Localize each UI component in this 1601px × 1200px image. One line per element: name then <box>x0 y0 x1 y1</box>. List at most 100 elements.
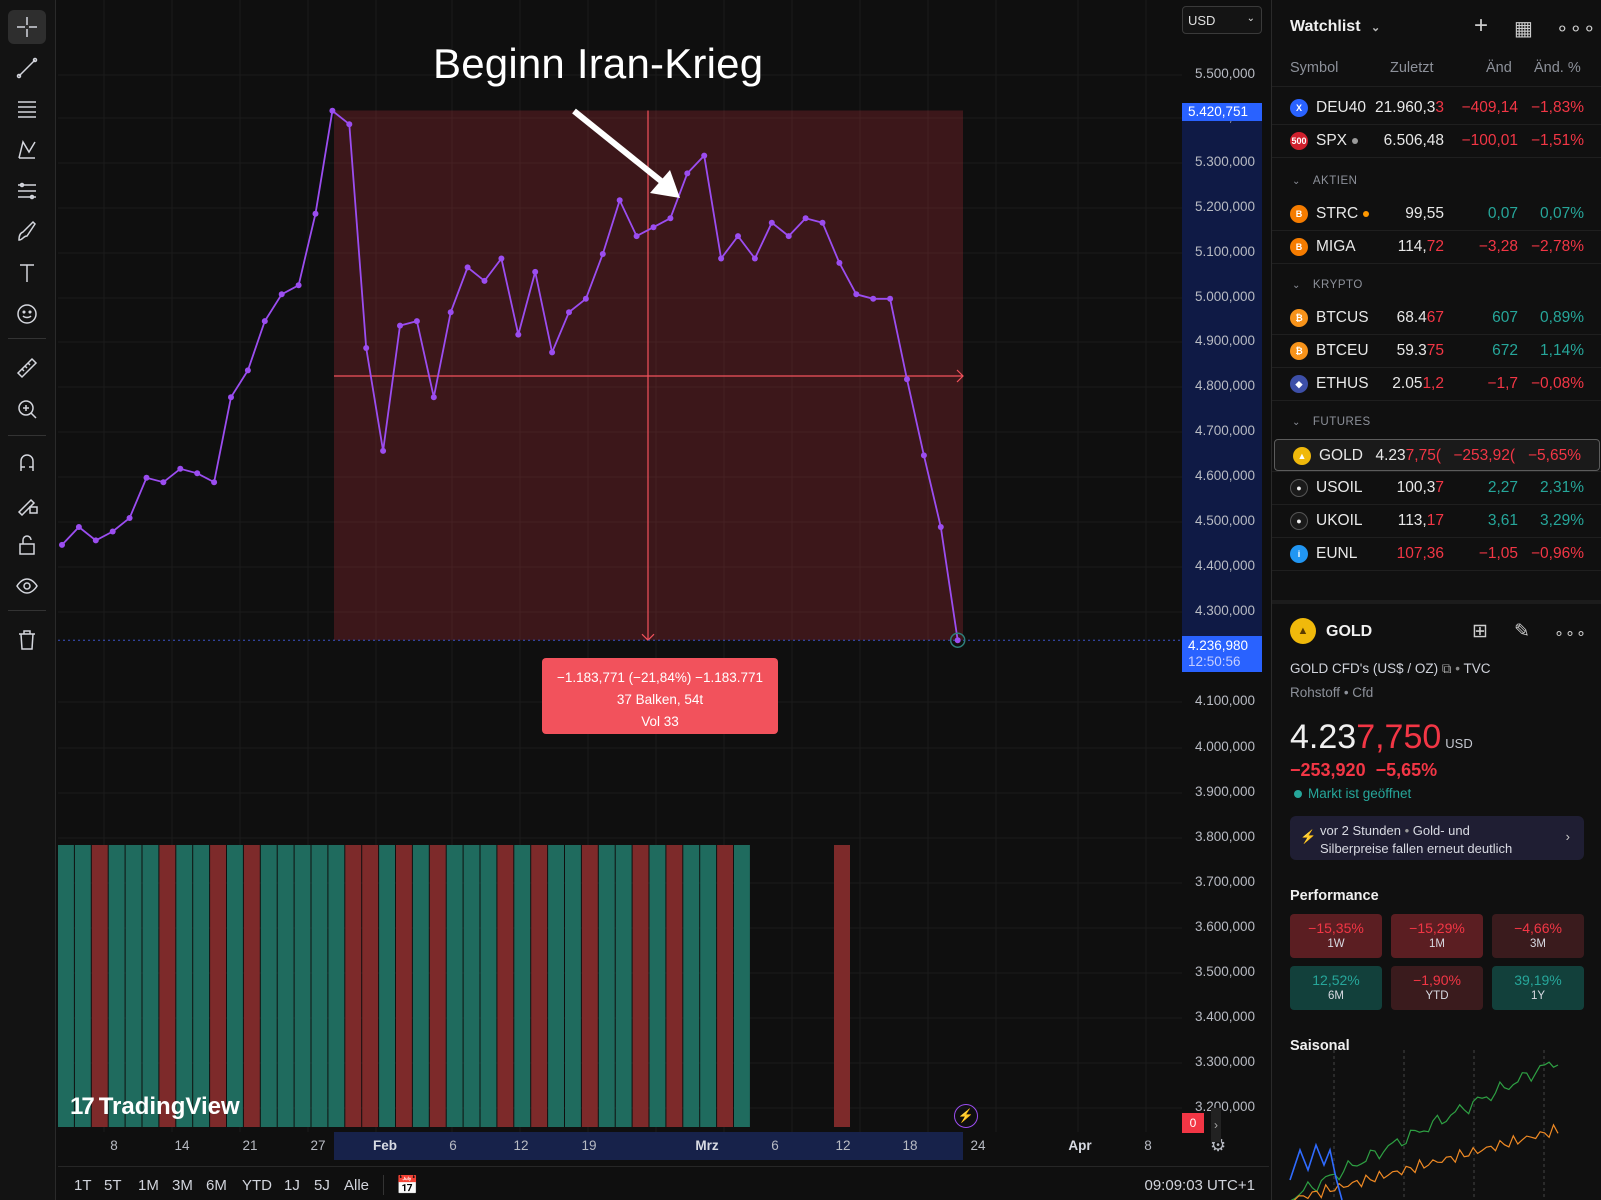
chevron-down-icon: ⌄ <box>1370 22 1381 34</box>
volume-bar <box>632 845 649 1127</box>
seasonal-chart[interactable] <box>1272 1050 1601 1200</box>
range-button[interactable]: Alle <box>344 1177 370 1194</box>
calendar-icon[interactable]: 📅 <box>396 1175 419 1195</box>
row-change-pct: 1,14% <box>1540 342 1584 359</box>
watchlist-row[interactable]: ₿ BTCEU 59.375 672 1,14% <box>1272 335 1601 367</box>
last-price-marker[interactable] <box>949 632 966 648</box>
performance-value: −4,66% <box>1514 920 1562 936</box>
tradingview-logo[interactable]: 17 TradingView <box>70 1093 240 1121</box>
column-change[interactable]: Änd <box>1486 60 1512 76</box>
crosshair-icon[interactable] <box>8 10 46 44</box>
chart-area[interactable]: Beginn Iran-Krieg 5.500,0005.400,0005.30… <box>58 0 1269 1200</box>
clock[interactable]: 09:09:03 UTC+1 <box>1144 1177 1256 1194</box>
range-button[interactable]: 5T <box>104 1177 122 1194</box>
range-button[interactable]: YTD <box>242 1177 272 1194</box>
watchlist-row[interactable]: ● UKOIL 113,17 3,61 3,29% <box>1272 505 1601 537</box>
range-button[interactable]: 5J <box>314 1177 330 1194</box>
grid-icon[interactable]: ⊞ <box>1472 621 1488 642</box>
news-item[interactable]: ⚡ vor 2 Stunden • Gold- und Silberpreise… <box>1290 816 1584 860</box>
brush-icon[interactable] <box>8 215 46 249</box>
horizontal-lines-icon[interactable] <box>8 92 46 126</box>
more-icon[interactable]: ∘∘∘ <box>1556 18 1597 40</box>
countdown: 12:50:56 <box>1188 654 1241 669</box>
lock-icon[interactable] <box>8 528 46 562</box>
price-point <box>59 541 65 548</box>
row-symbol: MIGA <box>1316 238 1356 255</box>
column-symbol[interactable]: Symbol <box>1290 60 1339 76</box>
trend-line-icon[interactable] <box>8 51 46 85</box>
section-header[interactable]: ⌄ FUTURES <box>1292 416 1371 428</box>
emoji-icon[interactable] <box>8 297 46 331</box>
price-axis[interactable]: 5.500,0005.400,0005.300,0005.200,0005.10… <box>1182 0 1269 1160</box>
change-pct: −5,65% <box>1375 760 1438 780</box>
more-icon[interactable]: ∘∘∘ <box>1554 625 1588 642</box>
time-label: 19 <box>581 1138 597 1153</box>
time-label: 18 <box>902 1138 918 1153</box>
performance-cell[interactable]: 39,19% 1Y <box>1492 966 1584 1010</box>
collapse-panel-button[interactable]: › <box>1211 1108 1221 1142</box>
zoom-icon[interactable] <box>8 392 46 426</box>
performance-cell[interactable]: −1,90% YTD <box>1391 966 1483 1010</box>
watchlist-row[interactable]: B MIGA 114,72 −3,28 −2,78% <box>1272 231 1601 263</box>
volume-bar <box>548 845 564 1127</box>
external-link-icon[interactable]: ⧉ <box>1441 661 1452 676</box>
row-symbol: UKOIL <box>1316 512 1363 529</box>
table-layout-icon[interactable]: ▦ <box>1514 18 1533 40</box>
range-button[interactable]: 1M <box>138 1177 159 1194</box>
row-change-pct: −0,08% <box>1530 375 1584 392</box>
performance-cell[interactable]: −15,29% 1M <box>1391 914 1483 958</box>
edit-icon[interactable]: ✎ <box>1514 621 1530 642</box>
watchlist-row[interactable]: B STRC 99,55 0,07 0,07% <box>1272 198 1601 230</box>
price-point <box>954 637 961 644</box>
row-last-highlight: 75 <box>1426 342 1444 359</box>
column-change-pct[interactable]: Änd. % <box>1534 60 1581 76</box>
column-last[interactable]: Zuletzt <box>1390 60 1434 76</box>
text-icon[interactable] <box>8 256 46 290</box>
price-point <box>802 215 809 222</box>
annotation-arrow-head <box>650 170 680 198</box>
range-button[interactable]: 1T <box>74 1177 92 1194</box>
watchlist-row[interactable]: ₿ BTCUS 68.467 607 0,89% <box>1272 302 1601 334</box>
pattern-icon[interactable] <box>8 133 46 167</box>
watchlist-row[interactable]: X DEU40 21.960,33 −409,14 −1,83% <box>1272 92 1601 124</box>
price-point <box>447 309 454 316</box>
volume-bar <box>531 845 548 1127</box>
performance-cell[interactable]: −15,35% 1W <box>1290 914 1382 958</box>
price-chart[interactable] <box>58 0 1269 1160</box>
magnet-icon[interactable] <box>8 446 46 480</box>
time-label: 14 <box>174 1138 190 1153</box>
time-label: Apr <box>1068 1138 1092 1153</box>
eye-icon[interactable] <box>8 569 46 603</box>
fib-icon[interactable] <box>8 174 46 208</box>
time-axis[interactable]: 8 14 21 27 Feb 6 12 19 Mrz 6 12 18 24 Apr 8 <box>58 1132 1182 1160</box>
performance-value: −15,35% <box>1308 920 1364 936</box>
add-icon[interactable]: + <box>1474 12 1489 39</box>
row-change: 2,27 <box>1487 479 1518 496</box>
row-divider <box>1272 367 1601 368</box>
lock-drawing-icon[interactable] <box>8 487 46 521</box>
trash-icon[interactable] <box>8 623 46 657</box>
range-button[interactable]: 1J <box>284 1177 300 1194</box>
price-tick: 3.500,000 <box>1194 964 1255 979</box>
range-button[interactable]: 6M <box>206 1177 227 1194</box>
row-last-highlight: 1,2 <box>1422 375 1444 392</box>
watchlist-row[interactable]: ◆ ETHUS 2.051,2 −1,7 −0,08% <box>1272 368 1601 400</box>
watchlist-title[interactable]: Watchlist ⌄ <box>1290 18 1380 36</box>
currency-select[interactable]: USD ⌄ <box>1182 6 1262 34</box>
performance-cell[interactable]: 12,52% 6M <box>1290 966 1382 1010</box>
performance-cell[interactable]: −4,66% 3M <box>1492 914 1584 958</box>
volume-bar <box>463 845 480 1127</box>
watchlist-row[interactable]: ▲ GOLD 4.237,75(−253,92(−5,65% <box>1274 439 1600 471</box>
watchlist-row[interactable]: ● USOIL 100,37 2,27 2,31% <box>1272 472 1601 504</box>
lightning-icon[interactable]: ⚡ <box>954 1104 978 1128</box>
volume-bar <box>260 845 277 1127</box>
row-change-pct: −1,51% <box>1530 132 1584 149</box>
detail-symbol[interactable]: GOLD <box>1326 623 1373 640</box>
section-header[interactable]: ⌄ KRYPTO <box>1292 279 1363 291</box>
watchlist-row[interactable]: 500 SPX 6.506,48 −100,01 −1,51% <box>1272 125 1601 157</box>
ruler-icon[interactable] <box>8 351 46 385</box>
section-header[interactable]: ⌄ AKTIEN <box>1292 175 1357 187</box>
watchlist-row[interactable]: i EUNL 107,36 −1,05 −0,96% <box>1272 538 1601 570</box>
range-button[interactable]: 3M <box>172 1177 193 1194</box>
header-divider <box>1272 86 1601 87</box>
